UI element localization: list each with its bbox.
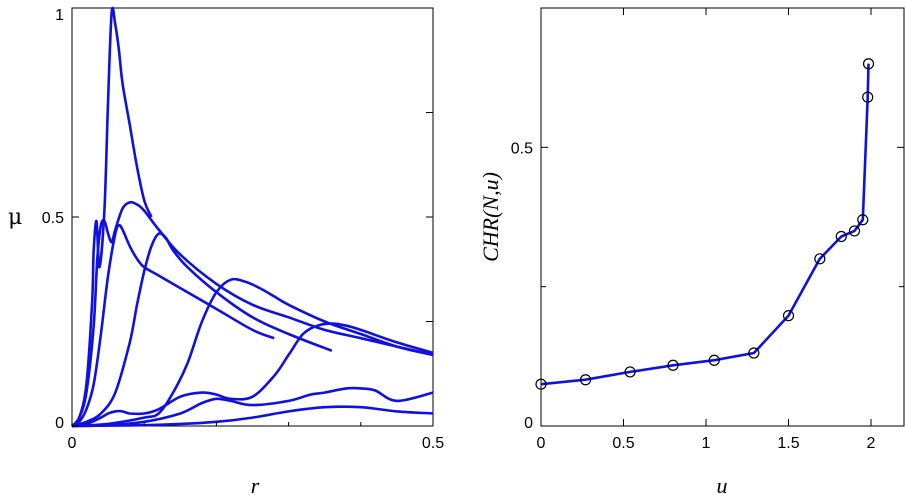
right-data-point bbox=[857, 214, 869, 226]
right-series-group bbox=[535, 58, 875, 390]
right-chart-panel: 0 0.5 1 1.5 2 0 0.5 u CHR(N,u) bbox=[478, 7, 905, 498]
right-y-tick-label: 0.5 bbox=[511, 140, 533, 157]
right-x-tick-label: 0 bbox=[537, 435, 546, 452]
right-data-point bbox=[848, 225, 861, 237]
right-y-tick-label: 0 bbox=[524, 415, 533, 432]
right-x-tick-label: 2 bbox=[867, 435, 876, 452]
left-y-tick-label: 0 bbox=[55, 415, 64, 432]
left-y-tick-label: 0.5 bbox=[42, 210, 64, 227]
right-ticks-group: 0 0.5 1 1.5 2 0 0.5 bbox=[511, 8, 904, 452]
left-series-curve-8 bbox=[71, 405, 434, 428]
left-series-curve-7 bbox=[71, 386, 434, 428]
left-series-curve-4 bbox=[71, 232, 333, 428]
left-ticks-group: 0 0.5 0 0.5 1 bbox=[42, 7, 444, 452]
right-data-point bbox=[835, 230, 847, 243]
left-plot-frame bbox=[71, 7, 434, 427]
left-series-curve-6 bbox=[71, 322, 434, 428]
right-data-point bbox=[748, 347, 760, 359]
right-x-tick-label: 1 bbox=[702, 435, 711, 452]
left-chart-panel: 0 0.5 0 0.5 1 r μ bbox=[8, 6, 444, 498]
left-series-curve-3 bbox=[71, 223, 275, 428]
right-x-tick-label: 1.5 bbox=[777, 435, 799, 452]
left-series-curve-2 bbox=[71, 200, 434, 427]
right-data-point bbox=[862, 58, 875, 70]
right-data-point bbox=[579, 374, 592, 386]
right-data-point bbox=[814, 253, 826, 265]
right-data-point bbox=[535, 378, 547, 390]
left-series-curve-5 bbox=[71, 277, 434, 428]
left-y-tick-label: 1 bbox=[55, 7, 64, 24]
right-data-point bbox=[708, 354, 720, 366]
left-x-tick-label: 0 bbox=[68, 435, 77, 452]
right-x-tick-label: 0.5 bbox=[612, 435, 634, 452]
right-series-CHR bbox=[540, 63, 870, 386]
left-series-curve-1 bbox=[71, 6, 153, 427]
left-series-group bbox=[71, 6, 434, 428]
right-data-point bbox=[862, 91, 874, 103]
left-x-tick-label: 0.5 bbox=[422, 435, 444, 452]
right-data-point bbox=[624, 366, 636, 378]
right-data-point bbox=[667, 359, 679, 371]
left-x-axis-label: r bbox=[251, 473, 260, 498]
left-y-axis-label: μ bbox=[8, 205, 22, 230]
right-x-axis-label: u bbox=[717, 473, 728, 498]
right-plot-frame bbox=[540, 7, 905, 427]
right-data-point bbox=[782, 310, 795, 322]
right-y-axis-label: CHR(N,u) bbox=[478, 172, 503, 262]
